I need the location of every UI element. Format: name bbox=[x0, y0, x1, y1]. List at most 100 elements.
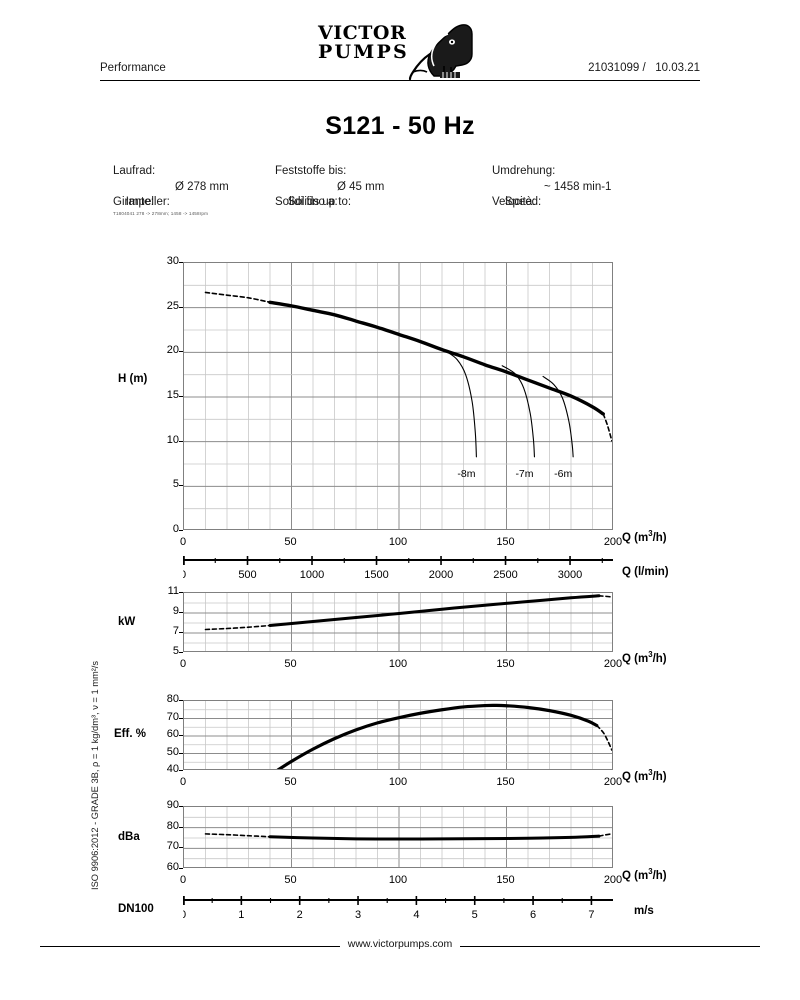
axis-title-efficiency: Eff. % bbox=[114, 728, 146, 740]
svg-text:2500: 2500 bbox=[493, 569, 517, 581]
svg-text:7: 7 bbox=[588, 909, 594, 921]
axis-unit-q-m3h-eff: Q (m3/h) bbox=[622, 768, 667, 783]
spec-speed-en-label: Speed: bbox=[504, 196, 542, 208]
ytick-head-20: 20 bbox=[166, 344, 179, 357]
svg-text:2: 2 bbox=[297, 909, 303, 921]
ytick-mark bbox=[179, 700, 183, 701]
ytick-noise-80: 80 bbox=[166, 819, 179, 832]
chart-efficiency bbox=[183, 700, 613, 770]
xtick-eff-100: 100 bbox=[388, 776, 408, 788]
svg-text:6: 6 bbox=[530, 909, 536, 921]
svg-text:1500: 1500 bbox=[364, 569, 388, 581]
ytick-eff-70: 70 bbox=[166, 710, 179, 723]
plot-area-noise bbox=[183, 806, 613, 868]
ytick-mark bbox=[179, 806, 183, 807]
ytick-mark bbox=[179, 868, 183, 869]
ytick-head-30: 30 bbox=[166, 255, 179, 267]
ytick-head-5: 5 bbox=[172, 478, 179, 491]
ytick-power-7: 7 bbox=[172, 625, 179, 637]
plot-area-power bbox=[183, 592, 613, 652]
spec-speed-value: ~ 1458 min-1 bbox=[544, 180, 612, 193]
ytick-mark bbox=[179, 351, 183, 353]
ytick-mark bbox=[179, 306, 183, 308]
axis-unit-q-lmin: Q (l/min) bbox=[622, 566, 669, 578]
axis-title-head: H (m) bbox=[118, 373, 148, 385]
page-header: Performance 21031099 / 10.03.21 VICTOR P… bbox=[100, 18, 700, 81]
svg-text:3000: 3000 bbox=[558, 569, 582, 581]
ytick-power-5: 5 bbox=[172, 645, 179, 657]
plot-area-efficiency bbox=[183, 700, 613, 770]
ytick-head-10: 10 bbox=[166, 433, 179, 446]
ytick-mark bbox=[179, 530, 183, 531]
ytick-mark bbox=[179, 735, 183, 736]
axis-unit-q-m3h-power: Q (m3/h) bbox=[622, 650, 667, 665]
ytick-mark bbox=[179, 770, 183, 771]
ytick-mark bbox=[179, 592, 183, 593]
spec-speed-it: Velocità: bbox=[492, 196, 536, 208]
chart-noise bbox=[183, 806, 613, 868]
xtick-noise-50: 50 bbox=[284, 874, 297, 886]
axis-unit-q-m3h-head: Q (m3/h) bbox=[622, 529, 667, 544]
npsh-label--6m: -6m bbox=[554, 468, 573, 480]
spec-solids-en-label: Solids up to: bbox=[287, 196, 352, 208]
xtick-power-100: 100 bbox=[388, 658, 408, 670]
ytick-mark bbox=[179, 612, 183, 613]
xtick-head-100: 100 bbox=[388, 536, 408, 548]
ytick-mark bbox=[179, 485, 183, 487]
ytick-mark bbox=[179, 396, 183, 397]
svg-text:1: 1 bbox=[238, 909, 244, 921]
xtick-power-200: 200 bbox=[603, 658, 623, 670]
xtick-noise-0: 0 bbox=[179, 874, 187, 886]
ytick-noise-60: 60 bbox=[166, 861, 179, 873]
svg-text:2000: 2000 bbox=[429, 569, 453, 581]
spec-solids-it: Solidi fino a: bbox=[275, 196, 338, 208]
footer-divider-left bbox=[40, 946, 340, 947]
ytick-power-11: 11 bbox=[167, 585, 179, 597]
svg-text:3: 3 bbox=[355, 909, 361, 921]
xtick-eff-150: 150 bbox=[496, 776, 515, 788]
ytick-eff-60: 60 bbox=[166, 728, 179, 740]
elephant-icon bbox=[404, 20, 476, 85]
spec-speed-en: Speed: ~ 1458 min-1 bbox=[492, 180, 612, 209]
ytick-mark bbox=[179, 440, 183, 442]
ytick-mark bbox=[179, 826, 183, 828]
xtick-eff-50: 50 bbox=[284, 776, 297, 788]
xtick-power-50: 50 bbox=[284, 658, 297, 670]
chart-head bbox=[183, 262, 613, 530]
spec-impeller-en: Impeller: Ø 278 mm bbox=[113, 180, 229, 209]
ytick-mark bbox=[179, 717, 183, 719]
xtick-noise-100: 100 bbox=[388, 874, 408, 886]
xtick-eff-200: 200 bbox=[603, 776, 623, 788]
spec-solids: Feststoffe bis: Solids up to: Ø 45 mm So… bbox=[275, 164, 385, 211]
document-reference: 21031099 / 10.03.21 bbox=[588, 62, 700, 74]
ytick-mark bbox=[179, 847, 183, 849]
logo-line-pumps: PUMPS bbox=[318, 41, 409, 63]
victor-pumps-logo: VICTOR PUMPS bbox=[318, 18, 478, 81]
ytick-mark bbox=[179, 652, 183, 653]
ytick-head-15: 15 bbox=[166, 389, 179, 401]
page-footer: www.victorpumps.com bbox=[40, 938, 760, 954]
axis-title-noise: dBa bbox=[118, 831, 140, 843]
ytick-noise-70: 70 bbox=[166, 840, 179, 853]
axis-unit-q-m3h-noise: Q (m3/h) bbox=[622, 867, 667, 882]
xtick-power-150: 150 bbox=[496, 658, 515, 670]
svg-text:0: 0 bbox=[183, 569, 186, 581]
npsh-label--7m: -7m bbox=[515, 468, 534, 480]
section-label: Performance bbox=[100, 62, 166, 74]
ytick-eff-80: 80 bbox=[166, 693, 179, 705]
footer-url[interactable]: www.victorpumps.com bbox=[347, 938, 453, 950]
dn-label: DN100 bbox=[118, 903, 154, 915]
xtick-power-0: 0 bbox=[179, 658, 187, 670]
ytick-head-25: 25 bbox=[166, 299, 179, 312]
xtick-noise-150: 150 bbox=[496, 874, 515, 886]
ytick-noise-90: 90 bbox=[166, 799, 179, 811]
spec-speed: Umdrehung: Speed: ~ 1458 min-1 Velocità: bbox=[492, 164, 612, 211]
spec-solids-en: Solids up to: Ø 45 mm bbox=[275, 180, 385, 209]
svg-text:4: 4 bbox=[413, 909, 419, 921]
ytick-eff-50: 50 bbox=[166, 745, 179, 758]
logo-line-victor: VICTOR bbox=[318, 22, 407, 44]
spec-impeller-it: Girante: bbox=[113, 196, 154, 208]
spec-solids-value: Ø 45 mm bbox=[337, 180, 385, 193]
ytick-mark bbox=[179, 262, 183, 263]
svg-text:500: 500 bbox=[238, 569, 256, 581]
